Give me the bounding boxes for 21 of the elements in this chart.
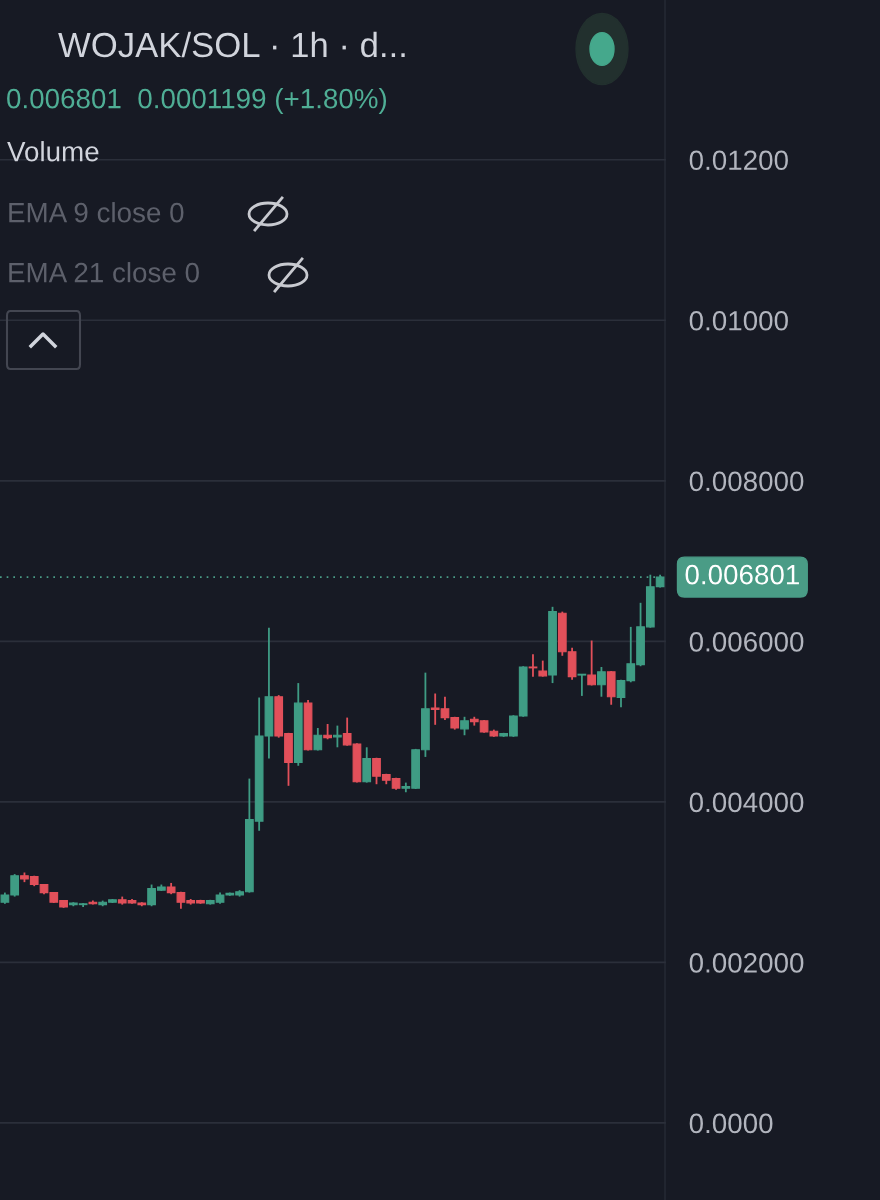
y-tick-label: 0.01200 [689, 150, 788, 171]
annotation: EMA 21 close 0 [9, 262, 199, 283]
candlestick [597, 666, 606, 698]
candlestick [460, 715, 469, 737]
y-tick-label: 0.002000 [689, 953, 804, 973]
candlestick [577, 673, 587, 697]
text: WOJAK/SOL · 1h · d... [58, 31, 405, 58]
y-tick-label: 0.01000 [689, 310, 788, 331]
y-tick-label: 0.008000 [689, 471, 804, 492]
candlestick [587, 639, 597, 687]
ref-line-label: 0.006801 [685, 564, 799, 585]
y-tick-label: 0.0000 [689, 1113, 773, 1134]
candlestick [528, 653, 538, 678]
annotation: EMA 9 close 0 [9, 202, 184, 223]
y-tick-label: 0.004000 [689, 792, 804, 813]
y-tick-label: 0.006000 [689, 632, 804, 652]
candlestick [362, 746, 372, 784]
annotation: Volume [7, 141, 99, 162]
candlestick [313, 727, 323, 752]
candlestick [333, 724, 342, 749]
text: 0.006801 0.0001199 (+1.80%) [7, 88, 387, 114]
